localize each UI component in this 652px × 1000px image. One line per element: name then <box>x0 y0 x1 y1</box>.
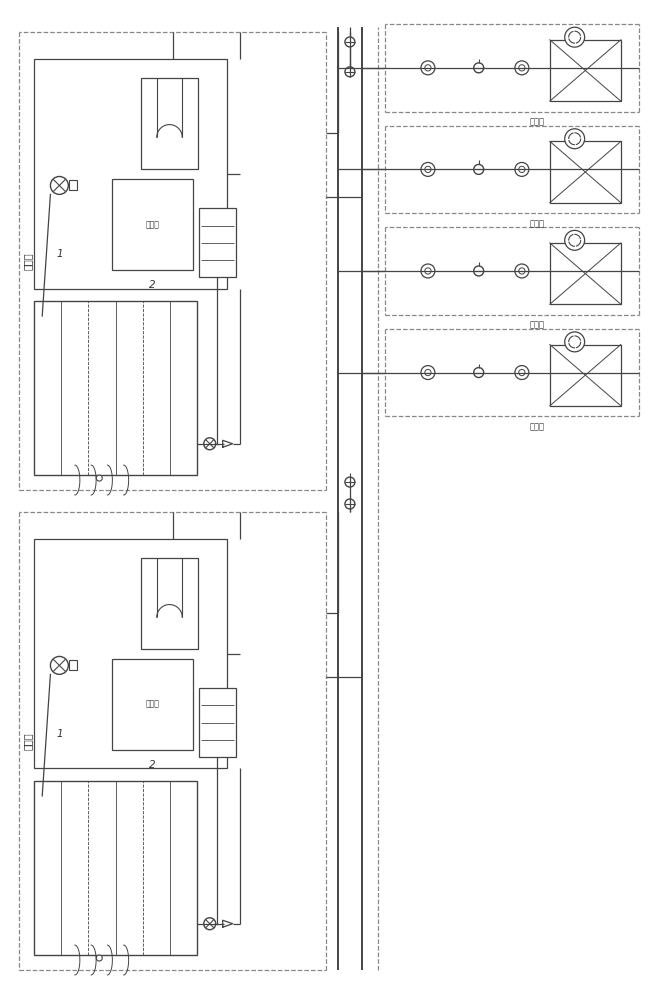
Text: 室外机: 室外机 <box>22 252 33 270</box>
Circle shape <box>421 162 435 176</box>
Circle shape <box>565 230 585 250</box>
Text: 1: 1 <box>56 729 63 739</box>
Bar <box>111 179 193 270</box>
Circle shape <box>345 477 355 487</box>
Circle shape <box>519 369 525 376</box>
Circle shape <box>565 27 585 47</box>
Bar <box>550 243 621 304</box>
Circle shape <box>421 61 435 75</box>
Circle shape <box>345 499 355 509</box>
Bar <box>69 180 78 190</box>
Text: 2: 2 <box>149 280 155 290</box>
Circle shape <box>50 176 68 194</box>
Text: 室内机: 室内机 <box>529 422 544 431</box>
Circle shape <box>204 918 216 930</box>
Circle shape <box>474 368 484 378</box>
Circle shape <box>515 366 529 380</box>
Text: 压缩机: 压缩机 <box>145 220 159 229</box>
Bar <box>141 78 198 169</box>
Circle shape <box>421 264 435 278</box>
Circle shape <box>424 166 431 173</box>
Text: 室内机: 室内机 <box>529 219 544 228</box>
Text: 压缩机: 压缩机 <box>145 700 159 709</box>
Circle shape <box>424 369 431 376</box>
Bar <box>111 659 193 750</box>
Circle shape <box>515 162 529 176</box>
Bar <box>141 558 198 649</box>
Bar <box>550 345 621 406</box>
Circle shape <box>519 166 525 173</box>
Circle shape <box>565 129 585 149</box>
Bar <box>35 301 197 475</box>
Circle shape <box>519 65 525 71</box>
Circle shape <box>345 67 355 77</box>
Circle shape <box>515 61 529 75</box>
Circle shape <box>345 37 355 47</box>
Bar <box>550 141 621 203</box>
Bar <box>199 688 235 757</box>
Circle shape <box>474 63 484 73</box>
Circle shape <box>474 164 484 174</box>
Circle shape <box>50 656 68 674</box>
Circle shape <box>204 438 216 450</box>
Text: 室内机: 室内机 <box>529 321 544 330</box>
Text: 室外机: 室外机 <box>22 732 33 750</box>
Bar <box>35 781 197 955</box>
Circle shape <box>519 268 525 274</box>
Bar <box>35 539 228 768</box>
Circle shape <box>515 264 529 278</box>
Circle shape <box>565 332 585 352</box>
Circle shape <box>421 366 435 380</box>
Bar <box>550 40 621 101</box>
Circle shape <box>96 955 102 961</box>
Circle shape <box>96 475 102 481</box>
Text: 室内机: 室内机 <box>529 118 544 127</box>
Text: 2: 2 <box>149 760 155 770</box>
Circle shape <box>424 65 431 71</box>
Text: 1: 1 <box>56 249 63 259</box>
Bar <box>69 660 78 670</box>
Bar <box>199 208 235 277</box>
Circle shape <box>474 266 484 276</box>
Circle shape <box>424 268 431 274</box>
Bar <box>35 59 228 289</box>
